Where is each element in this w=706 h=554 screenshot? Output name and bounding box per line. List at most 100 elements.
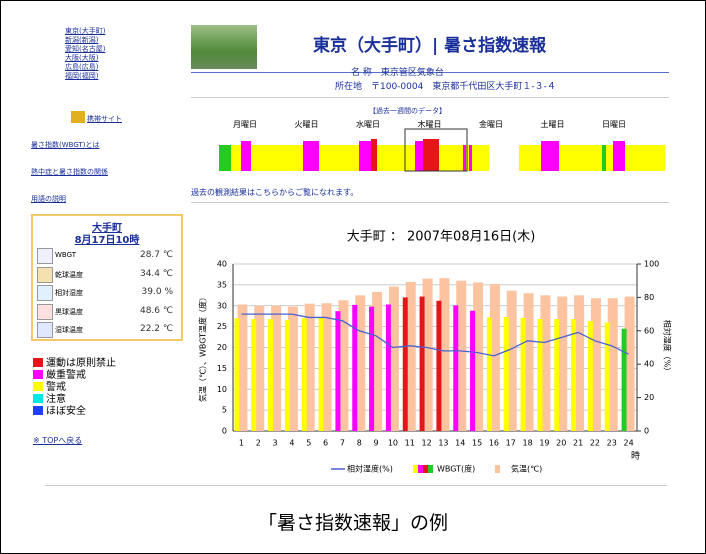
link-list: 暑さ指数(WBGT)とは 熱中症と暑さ指数の関係 用語の説明: [31, 140, 108, 221]
latest-row: 乾球温度 34.4 ℃: [37, 265, 177, 284]
bar: [540, 295, 551, 431]
address-line: 所在地 〒100-0004 東京都千代田区大手町１-３-４: [335, 82, 556, 92]
legend-item: ほぼ安全: [33, 402, 86, 417]
bar: [251, 319, 257, 431]
week-seg: [371, 139, 377, 171]
latest-row: 湿球温度 22.2 ℃: [37, 320, 177, 339]
today-frame: [404, 128, 468, 172]
bar: [385, 304, 391, 431]
bar: [237, 304, 248, 431]
bar: [489, 284, 500, 431]
x-tick-label: 14: [455, 439, 465, 448]
bar: [352, 304, 358, 431]
latest-row: WBGT 28.7 ℃: [37, 246, 177, 265]
bar: [388, 286, 399, 431]
x-tick-label: 20: [556, 439, 566, 448]
bar: [338, 300, 349, 431]
bar: [624, 296, 635, 431]
bar: [470, 310, 476, 431]
row-icon: [37, 248, 53, 264]
row-icon: [37, 266, 53, 283]
week-day: 土曜日: [540, 120, 565, 129]
nav-link[interactable]: 用語の説明: [31, 195, 66, 203]
x-tick-label: 18: [522, 439, 532, 448]
bar: [574, 295, 585, 431]
bar: [304, 303, 315, 431]
bar: [439, 278, 450, 431]
mobile-link[interactable]: 携帯サイト: [87, 115, 122, 123]
week-day: 水曜日: [356, 120, 380, 129]
row-value: 48.6 ℃: [139, 305, 173, 316]
latest-station[interactable]: 大手町: [92, 223, 122, 234]
nav-link[interactable]: 熱中症と暑さ指数の関係: [31, 168, 108, 176]
station-link[interactable]: 東京(大手町): [65, 27, 106, 35]
bar: [419, 296, 425, 431]
week-day: 火曜日: [294, 120, 319, 129]
station-link[interactable]: 大阪(大阪): [65, 54, 99, 62]
x-tick-label: 4: [289, 439, 294, 448]
x-tick-label: 22: [590, 439, 600, 448]
y2-tick-label: 40: [644, 360, 654, 369]
nav-link[interactable]: 暑さ指数(WBGT)とは: [31, 141, 100, 149]
legend-label: 運動は原則禁止: [46, 358, 116, 369]
x-tick-label: 11: [405, 439, 415, 448]
week-seg: [241, 141, 251, 171]
bar: [271, 305, 282, 431]
chart: 大手町 ： 2007年08月16日(木) 0510152025303540020…: [198, 230, 673, 474]
row-value: 34.4 ℃: [139, 268, 173, 279]
bar: [523, 293, 534, 431]
x-tick-label: 13: [438, 439, 448, 448]
week-seg: [303, 141, 319, 171]
latest-time[interactable]: 8月17日10時: [74, 235, 140, 246]
legend-swatch: [33, 406, 43, 415]
station-link[interactable]: 愛知(名古屋): [65, 45, 106, 53]
y-tick-label: 15: [217, 364, 227, 373]
legend-swatch: [495, 465, 500, 473]
legend-item: 運動は原則禁止: [33, 354, 116, 369]
station-link[interactable]: 福岡(福岡): [65, 72, 99, 80]
x-tick-label: 7: [340, 439, 345, 448]
top-link[interactable]: ※ TOPへ戻る: [33, 436, 83, 445]
y-tick-label: 0: [222, 427, 227, 436]
bar: [284, 319, 290, 431]
row-value: 39.0 %: [141, 287, 173, 297]
legend-swatch: [33, 358, 43, 367]
legend-swatch: [423, 465, 428, 473]
station-photo: [191, 25, 257, 69]
latest-row: 相対湿度 39.0 %: [37, 283, 177, 302]
week-seg: [469, 145, 472, 171]
station-link[interactable]: 広島(広島): [65, 63, 99, 71]
x-tick-label: 17: [506, 439, 516, 448]
past-note[interactable]: 過去の観測結果はこちらからご覧になれます。: [191, 188, 359, 197]
legend-label: 厳重警戒: [46, 370, 86, 381]
latest-row: 黒球温度 48.6 ℃: [37, 302, 177, 321]
station-link[interactable]: 新潟(新潟): [65, 36, 99, 44]
bar: [571, 319, 577, 431]
week-seg: [219, 145, 231, 171]
y2-tick-label: 100: [644, 260, 659, 269]
row-value: 28.7 ℃: [139, 250, 173, 260]
bar: [621, 328, 627, 431]
bar: [557, 296, 568, 431]
row-icon: [37, 322, 53, 338]
legend-swatch: [33, 370, 43, 379]
legend-item: 注意: [33, 390, 66, 405]
bar: [537, 319, 543, 431]
humidity-line: [241, 313, 629, 357]
legend-swatch: [33, 394, 43, 403]
y2-tick-label: 20: [644, 393, 654, 402]
row-label: 湿球温度: [55, 326, 83, 334]
week-day: 月曜日: [233, 120, 257, 129]
week-seg: [613, 141, 625, 171]
y-tick-label: 20: [217, 343, 227, 352]
x-tick-label: 12: [421, 439, 431, 448]
legend-item: 警戒: [33, 378, 66, 393]
legend-item: 厳重警戒: [33, 366, 86, 381]
row-label: 乾球温度: [55, 270, 83, 279]
bar: [254, 305, 265, 431]
x-tick-label: 24: [623, 439, 633, 448]
rule: [191, 97, 669, 98]
y2-axis-label: 相対湿度（%）: [663, 320, 673, 376]
bar: [554, 319, 560, 431]
week-seg: [415, 141, 423, 171]
